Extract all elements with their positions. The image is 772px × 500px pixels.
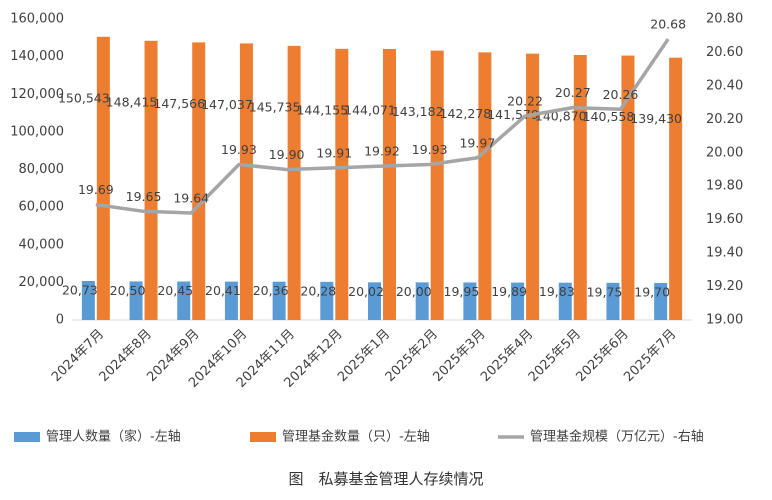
bar [654, 282, 668, 320]
bar [573, 54, 587, 320]
data-label: 19,832 [539, 284, 583, 299]
bar [335, 48, 349, 320]
data-label: 20,367 [253, 283, 297, 298]
bar [415, 282, 429, 320]
data-label: 19,951 [444, 284, 488, 299]
legend-label: 管理人数量（家）-左轴 [46, 429, 181, 445]
bar [320, 281, 334, 320]
bar [96, 36, 110, 320]
data-label: 143,182 [392, 104, 444, 119]
y-tick-label: 120,000 [10, 87, 64, 102]
data-label: 20,457 [157, 283, 201, 298]
chart-caption: 图 私募基金管理人存续情况 [288, 470, 483, 488]
bar [463, 282, 477, 320]
y2-tick-label: 19.80 [706, 179, 743, 194]
data-label: 142,278 [440, 106, 492, 121]
data-label: 20,732 [62, 282, 106, 297]
bar [272, 281, 286, 320]
data-label: 19.93 [412, 142, 448, 157]
data-label: 147,037 [201, 97, 253, 112]
y2-tick-label: 19.60 [706, 212, 743, 227]
y2-tick-label: 20.00 [706, 145, 743, 160]
bar [430, 50, 444, 321]
bar [383, 48, 396, 320]
bar [144, 40, 158, 320]
data-label: 19.65 [126, 189, 162, 204]
y2-tick-label: 20.20 [706, 112, 743, 127]
data-label: 144,155 [296, 102, 348, 117]
line [95, 38, 670, 215]
bar [192, 42, 206, 320]
data-label: 148,415 [106, 94, 158, 109]
data-label: 19,891 [491, 284, 535, 299]
bar [558, 282, 572, 320]
data-label: 19,700 [634, 284, 678, 299]
data-label: 144,071 [344, 102, 396, 117]
data-label: 20,025 [348, 284, 392, 299]
data-label: 20,007 [396, 284, 440, 299]
bar [669, 57, 683, 320]
bar [129, 281, 143, 320]
y-tick-label: 160,000 [10, 12, 64, 27]
bar [224, 281, 238, 320]
y-tick-label: 140,000 [10, 49, 64, 64]
bar [511, 282, 525, 320]
y2-tick-label: 19.20 [706, 279, 743, 294]
data-label: 19.91 [316, 145, 352, 160]
data-label: 20.27 [555, 85, 591, 100]
legend-label: 管理基金数量（只）-左轴 [282, 429, 430, 445]
y-tick-label: 100,000 [10, 124, 64, 139]
data-label: 19.92 [364, 144, 400, 159]
data-label: 19.97 [459, 135, 495, 150]
data-label: 150,543 [58, 90, 110, 105]
bar [81, 280, 95, 320]
data-label: 20,289 [300, 283, 344, 298]
bar [478, 52, 492, 321]
y-tick-label: 80,000 [19, 162, 65, 177]
data-label: 20.22 [507, 93, 543, 108]
legend-swatch [250, 432, 276, 442]
data-label: 20,505 [110, 283, 154, 298]
data-label: 19.93 [221, 142, 257, 157]
y2-tick-label: 19.40 [706, 246, 743, 261]
y-tick-label: 40,000 [19, 237, 65, 252]
data-label: 20.26 [603, 87, 639, 102]
bar [621, 55, 635, 321]
y2-tick-label: 20.80 [706, 12, 743, 27]
data-label: 20,411 [205, 283, 249, 298]
bar [287, 45, 301, 321]
data-label: 19.69 [78, 182, 114, 197]
data-label: 145,735 [249, 99, 301, 114]
data-label: 140,558 [583, 109, 635, 124]
y-tick-label: 60,000 [19, 200, 65, 215]
data-label: 19.64 [173, 190, 209, 205]
data-label: 19.90 [269, 147, 305, 162]
y2-tick-label: 20.60 [706, 45, 743, 60]
y2-tick-label: 20.40 [706, 78, 743, 93]
legend-swatch [14, 432, 40, 442]
bar [526, 53, 540, 320]
bar [606, 282, 620, 320]
data-label: 19,756 [587, 284, 631, 299]
bar [177, 281, 191, 320]
y2-tick-label: 19.00 [706, 313, 743, 328]
legend-label: 管理基金规模（万亿元）-右轴 [530, 429, 704, 445]
data-label: 20.68 [650, 17, 686, 32]
data-label: 141,579 [487, 107, 539, 122]
y-tick-label: 20,000 [19, 275, 65, 290]
data-label: 139,430 [630, 111, 682, 126]
data-label: 147,566 [153, 96, 205, 111]
bar [239, 43, 253, 320]
y-tick-label: 0 [56, 313, 64, 328]
bar [368, 282, 381, 320]
x-tick-label: 2025年7月 [621, 327, 679, 385]
